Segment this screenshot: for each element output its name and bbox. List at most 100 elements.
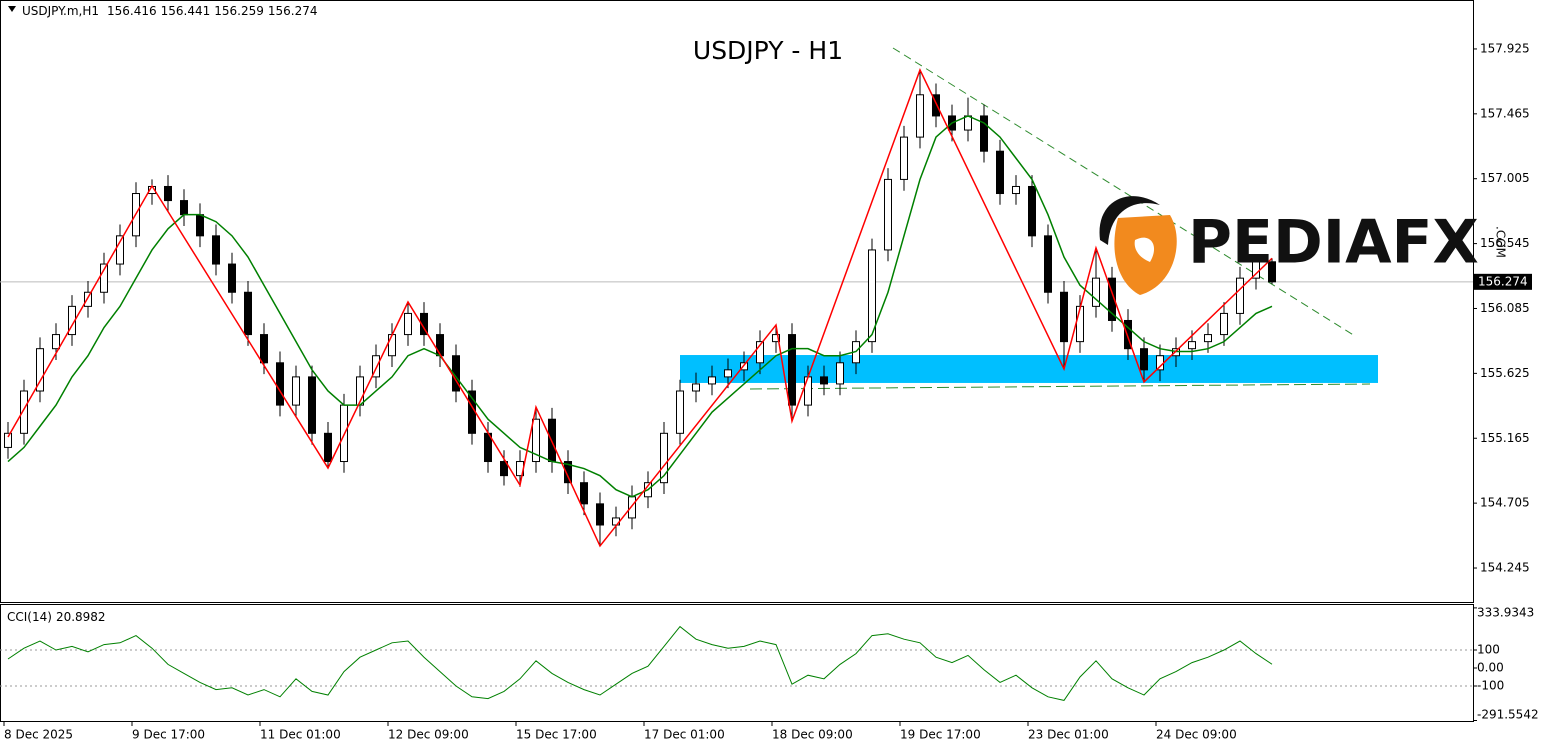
y-tick-label: 157.005 xyxy=(1480,171,1530,185)
cci-value: 20.8982 xyxy=(56,610,106,624)
candle-body xyxy=(932,94,940,117)
y-tick-label: 156.545 xyxy=(1480,236,1530,250)
candle-body xyxy=(756,341,764,364)
candle-body xyxy=(276,362,284,406)
candle-body xyxy=(84,291,92,307)
candle-body xyxy=(1012,185,1020,195)
candle-body xyxy=(1076,305,1084,343)
candle-body xyxy=(708,376,716,385)
y-tick-label: -100 xyxy=(1477,679,1504,693)
candle-body xyxy=(868,249,876,343)
x-tick-label: 23 Dec 01:00 xyxy=(1028,728,1109,742)
candle-body xyxy=(900,136,908,180)
candle-body xyxy=(692,383,700,392)
support-line xyxy=(749,383,1371,390)
high: 156.441 xyxy=(161,4,211,18)
candle-body xyxy=(36,348,44,392)
candle-body xyxy=(500,461,508,477)
low: 156.259 xyxy=(214,4,264,18)
candle-body xyxy=(1092,277,1100,307)
moving-average xyxy=(7,115,1273,498)
symbol-arrow xyxy=(8,6,16,12)
candle-body xyxy=(564,461,572,484)
watermark-suffix: .COM xyxy=(1494,226,1508,258)
candle-body xyxy=(676,390,684,434)
y-tick-label: 156.085 xyxy=(1480,301,1530,315)
candle-body xyxy=(196,214,204,237)
candle-body xyxy=(596,503,604,526)
candle-body xyxy=(404,312,412,336)
candle-body xyxy=(116,235,124,265)
candle-body xyxy=(52,334,60,350)
close: 156.274 xyxy=(268,4,318,18)
logo-swoosh xyxy=(1099,196,1160,245)
candle-body xyxy=(308,376,316,434)
y-tick-label: 157.465 xyxy=(1480,106,1530,120)
candle-body xyxy=(436,334,444,357)
candle-body xyxy=(1220,312,1228,336)
x-tick-label: 11 Dec 01:00 xyxy=(260,728,341,742)
candle-body xyxy=(788,334,796,406)
candle-body xyxy=(724,369,732,378)
candle-body xyxy=(20,390,28,434)
candle-body xyxy=(1028,185,1036,237)
candle-body xyxy=(212,235,220,265)
candle-body xyxy=(100,263,108,293)
candle-body xyxy=(820,376,828,385)
candle-body xyxy=(1124,319,1132,350)
main-frame xyxy=(0,0,1474,603)
candle-body xyxy=(4,432,12,448)
candle-body xyxy=(836,362,844,385)
candle-body xyxy=(1108,277,1116,321)
candle-body xyxy=(964,115,972,131)
y-tick-label: 155.625 xyxy=(1480,366,1530,380)
candle-body xyxy=(1268,261,1276,283)
candle-body xyxy=(1236,277,1244,314)
watermark-logo: PEDIAFX .COM xyxy=(1099,196,1508,295)
y-tick-label: 157.925 xyxy=(1480,41,1530,55)
watermark-brand: PEDIAFX xyxy=(1188,208,1479,278)
candle-body xyxy=(164,185,172,202)
logo-cut xyxy=(1134,237,1155,262)
price-tag-label: 156.274 xyxy=(1478,274,1528,288)
x-tick-label: 9 Dec 17:00 xyxy=(132,728,205,742)
candle-body xyxy=(772,334,780,343)
candle-body xyxy=(1204,334,1212,343)
candle-body xyxy=(1060,291,1068,343)
candle-body xyxy=(580,482,588,505)
candle-body xyxy=(660,432,668,484)
y-tick-label: 333.9343 xyxy=(1477,606,1534,620)
x-tick-label: 15 Dec 17:00 xyxy=(516,728,597,742)
candle-body xyxy=(180,200,188,216)
candle-body xyxy=(1044,235,1052,293)
candle-body xyxy=(532,418,540,463)
candle-body xyxy=(1140,348,1148,371)
zigzag-line xyxy=(7,68,1273,548)
candle-body xyxy=(372,355,380,378)
candle-body xyxy=(996,150,1004,195)
x-tick-label: 19 Dec 17:00 xyxy=(900,728,981,742)
cci-title: CCI(14) xyxy=(7,610,52,624)
cci-header: CCI(14) 20.8982 xyxy=(7,610,106,624)
x-tick-label: 24 Dec 09:00 xyxy=(1156,728,1237,742)
candle-body xyxy=(1188,341,1196,350)
candle-body xyxy=(228,263,236,293)
candle-body xyxy=(804,376,812,406)
candle-body xyxy=(1156,355,1164,371)
x-tick-label: 12 Dec 09:00 xyxy=(388,728,469,742)
candle-body xyxy=(388,334,396,357)
price-tag xyxy=(1474,273,1532,290)
y-tick-label: 154.245 xyxy=(1480,561,1530,575)
open: 156.416 xyxy=(107,4,157,18)
y-tick-label: 100 xyxy=(1477,643,1500,657)
y-tick-label: -291.5542 xyxy=(1477,708,1539,722)
candle-body xyxy=(980,115,988,152)
x-tick-label: 18 Dec 09:00 xyxy=(772,728,853,742)
candle-body xyxy=(244,291,252,336)
y-tick-label: 155.165 xyxy=(1480,431,1530,445)
cci-frame xyxy=(0,604,1474,722)
x-tick-label: 8 Dec 2025 xyxy=(4,728,73,742)
candle-body xyxy=(260,334,268,364)
y-tick-label: 154.705 xyxy=(1480,496,1530,510)
